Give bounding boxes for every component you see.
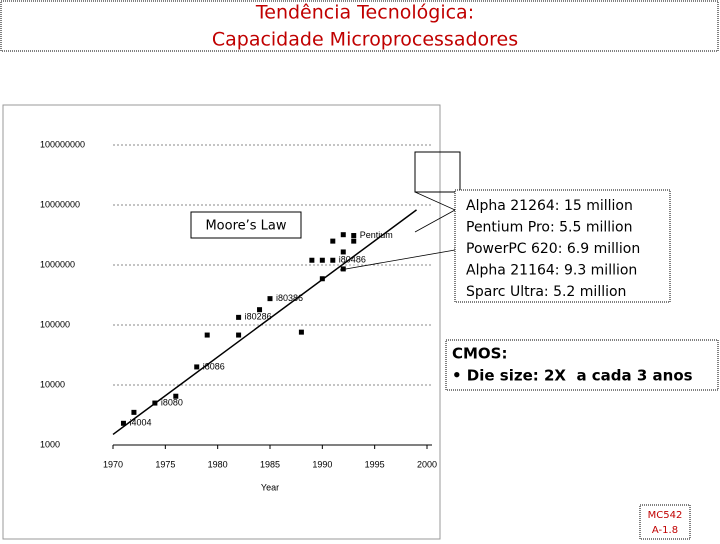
point (173, 393, 179, 399)
x-tick-label: 1975 (155, 459, 175, 469)
trend-line (112, 209, 417, 436)
title-line: Capacidade Microprocessadores (212, 29, 518, 51)
x-tick-label: 1980 (208, 459, 228, 469)
x-tick-label: 2000 (417, 459, 437, 469)
point (340, 232, 346, 238)
point-label: Pentium (360, 230, 393, 240)
point-label: i80386 (276, 293, 303, 303)
y-tick-label: 10000000 (40, 199, 80, 209)
callout: Alpha 21264: 15 million Pentium Pro: 5.5 … (466, 198, 640, 300)
cmos-heading: CMOS: (452, 345, 508, 363)
point-label: i8080 (161, 397, 183, 407)
point (204, 332, 210, 338)
callout-text-box (454, 189, 671, 303)
x-tick-label: 1995 (365, 459, 385, 469)
point (340, 266, 346, 272)
footer-box (639, 504, 691, 540)
point (267, 296, 273, 302)
point-label: i80486 (339, 255, 366, 265)
y-tick-label: 10000 (40, 379, 65, 389)
y-tick-label: 1000000 (40, 259, 75, 269)
callout-line: Alpha 21164: 9.3 million (466, 263, 637, 279)
point-label: i4004 (129, 418, 151, 428)
plot: 1000 10000 100000 1000000 10000000 100000000 1… (40, 139, 437, 492)
title-box (0, 0, 719, 52)
point (298, 329, 304, 335)
point (340, 249, 346, 255)
footer-line: A-1.8 (652, 525, 678, 536)
point (319, 276, 325, 282)
y-tick-label: 100000000 (40, 139, 85, 149)
callout-line: PowerPC 620: 6.9 million (466, 241, 640, 257)
point (120, 420, 126, 426)
y-tick-label: 1000 (40, 439, 60, 449)
x-tick-label: 1985 (260, 459, 280, 469)
callout-line: Pentium Pro: 5.5 million (466, 220, 633, 236)
trend-label: Moore’s Law (205, 219, 286, 234)
point (351, 238, 357, 244)
x-tick-label: 1990 (312, 459, 332, 469)
point (330, 257, 336, 263)
point (330, 238, 336, 244)
footer-line: MC542 (648, 510, 683, 521)
point-label: i80286 (245, 312, 272, 322)
point-label: i8086 (203, 361, 225, 371)
point (351, 233, 357, 239)
point (152, 400, 158, 406)
point (319, 257, 325, 263)
callout-box (414, 151, 461, 193)
y-tick-label: 100000 (40, 319, 70, 329)
callout-line: Alpha 21264: 15 million (466, 198, 633, 214)
point (236, 314, 242, 320)
cmos-box (445, 339, 719, 391)
point (236, 332, 242, 338)
cmos-bullet: • Die size: 2X a cada 3 anos (452, 367, 693, 385)
x-axis-label: Year (261, 482, 279, 492)
point (194, 364, 200, 370)
callout-line: Sparc Ultra: 5.2 million (466, 284, 626, 300)
chart-frame (2, 104, 441, 540)
trend-label-box (190, 211, 302, 239)
point (257, 307, 263, 313)
x-tick-label: 1970 (103, 459, 123, 469)
title-line: Tendência Tecnológica: (255, 2, 474, 24)
point (309, 257, 315, 263)
point (131, 409, 137, 415)
